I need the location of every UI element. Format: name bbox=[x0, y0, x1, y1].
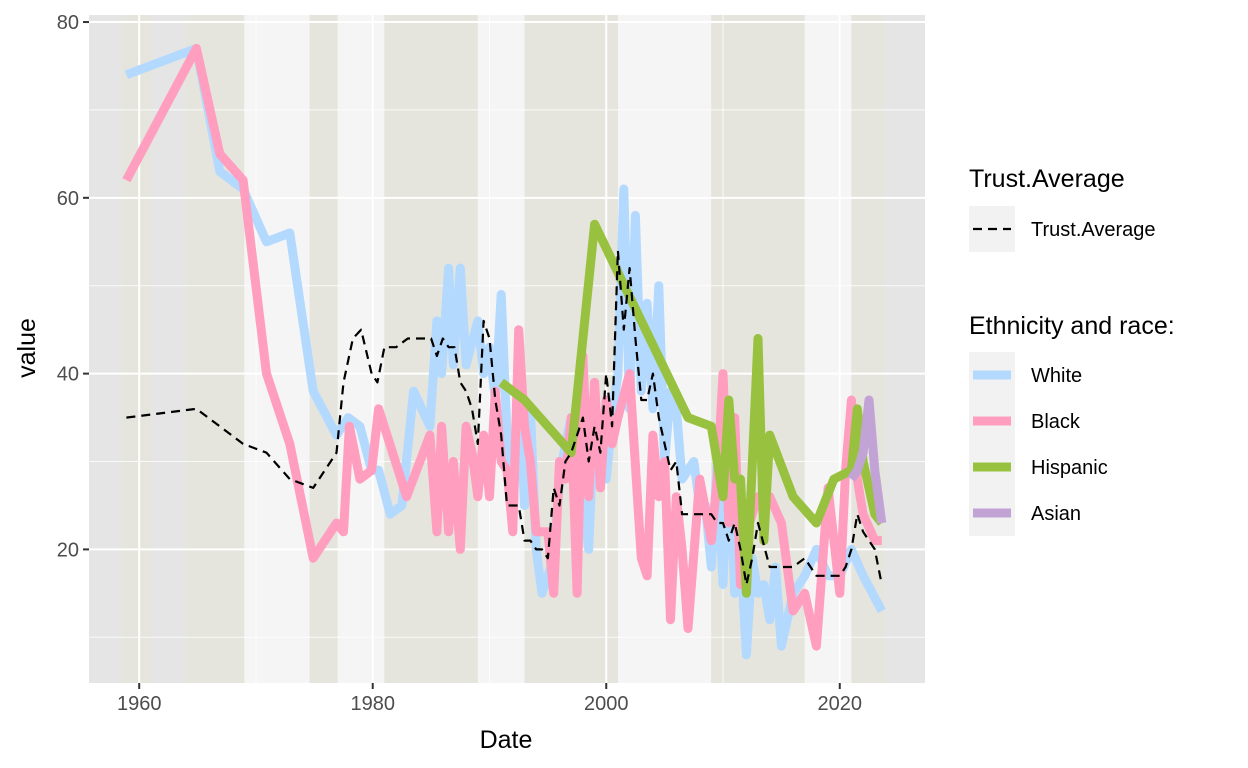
background-band-1 bbox=[121, 15, 151, 683]
background-band-3 bbox=[244, 15, 310, 683]
legend-title-ethnicity: Ethnicity and race: bbox=[969, 312, 1175, 340]
legend-label-black: Black bbox=[1031, 411, 1081, 433]
x-axis-title: Date bbox=[480, 726, 533, 754]
background-band-4 bbox=[309, 15, 338, 683]
x-tick-label: 1960 bbox=[117, 693, 162, 715]
legend-title-trust-average: Trust.Average bbox=[969, 165, 1125, 193]
background-band-5 bbox=[337, 15, 385, 683]
legend-label-white: White bbox=[1031, 365, 1082, 387]
x-tick-label: 1980 bbox=[350, 693, 395, 715]
y-tick-label: 40 bbox=[57, 364, 79, 386]
x-tick-label: 2020 bbox=[818, 693, 863, 715]
y-tick-label: 60 bbox=[57, 188, 79, 210]
y-tick-label: 80 bbox=[57, 12, 79, 34]
x-tick-label: 2000 bbox=[584, 693, 629, 715]
series-layer bbox=[122, 43, 887, 660]
y-axis-title: value bbox=[13, 318, 41, 378]
series-line-hispanic bbox=[498, 219, 886, 598]
legend-label-trust-average: Trust.Average bbox=[1031, 219, 1156, 241]
legend: Trust.Average Trust.Average Ethnicity and … bbox=[969, 165, 1175, 536]
series-line-asian bbox=[847, 395, 887, 524]
legend-label-asian: Asian bbox=[1031, 503, 1081, 525]
y-tick-label: 20 bbox=[57, 539, 79, 561]
legend-label-hispanic: Hispanic bbox=[1031, 457, 1108, 479]
series-line-white bbox=[124, 43, 886, 660]
